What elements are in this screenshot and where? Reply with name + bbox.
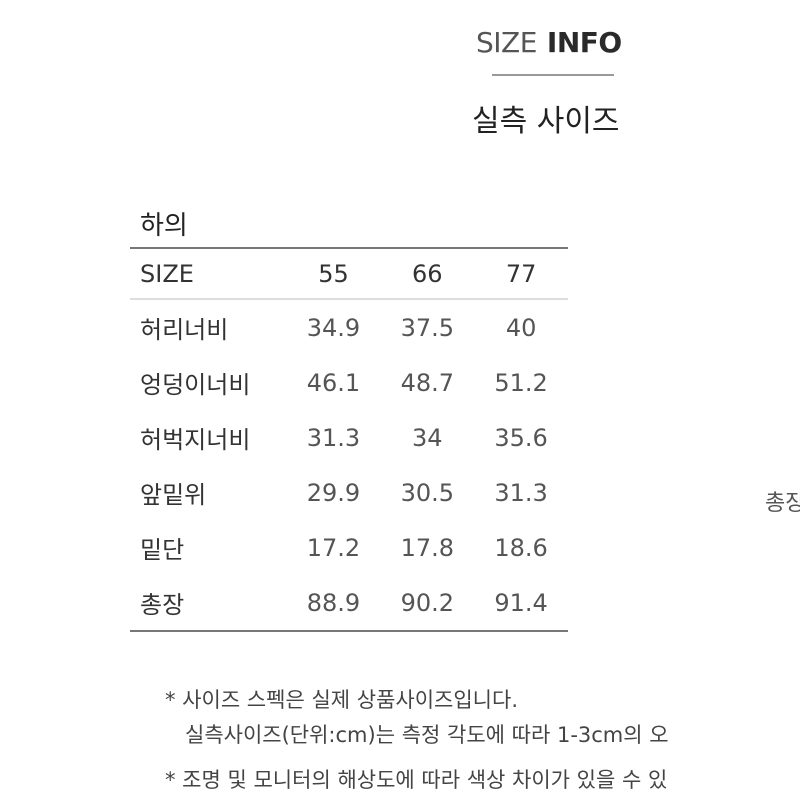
size-table: SIZE 55 66 77 허리너비 34.9 37.5 40 엉덩이너비 46.1 48.… — [130, 247, 568, 632]
cell-value: 48.7 — [400, 368, 455, 397]
row-label: 총장 — [140, 591, 185, 619]
cell-value: 88.9 — [306, 588, 361, 617]
side-label: 총장 — [765, 491, 800, 516]
note: * 사이즈 스펙은 실제 상품사이즈입니다. — [165, 688, 518, 712]
note: * 조명 및 모니터의 해상도에 따라 색상 차이가 있을 수 있 — [165, 768, 668, 792]
title-light: SIZE — [476, 26, 537, 59]
cell-value: 34.9 — [306, 313, 361, 342]
header-cell: SIZE — [140, 259, 194, 288]
cell-value: 46.1 — [306, 368, 361, 397]
row-label: 앞밑위 — [140, 481, 207, 509]
subtitle: 실측 사이즈 — [472, 104, 620, 139]
category-label: 하의 — [140, 211, 188, 241]
cell-value: 17.8 — [400, 533, 455, 562]
header-cell: 55 — [318, 259, 349, 288]
row-label: 허벅지너비 — [140, 426, 251, 454]
table-row: 앞밑위 29.9 30.5 31.3 — [130, 465, 568, 520]
header-cell: 66 — [412, 259, 443, 288]
title-bold: INFO — [546, 26, 622, 59]
cell-value: 18.6 — [494, 533, 548, 562]
table-row: 총장 88.9 90.2 91.4 — [130, 575, 568, 630]
row-label: 허리너비 — [140, 316, 229, 344]
header-cell: 77 — [505, 259, 537, 288]
cell-value: 29.9 — [306, 478, 361, 507]
cell-value: 51.2 — [494, 368, 548, 397]
note: 실측사이즈(단위:cm)는 측정 각도에 따라 1-3cm의 오 — [185, 723, 669, 747]
cell-value: 17.2 — [306, 533, 361, 562]
cell-value: 40 — [505, 313, 537, 342]
table-header-row: SIZE 55 66 77 — [130, 249, 568, 300]
cell-value: 37.5 — [400, 313, 455, 342]
cell-value: 91.4 — [494, 588, 548, 617]
table-row: 밑단 17.2 17.8 18.6 — [130, 520, 568, 575]
cell-value: 31.3 — [494, 478, 548, 507]
row-label: 엉덩이너비 — [140, 371, 251, 399]
cell-value: 31.3 — [306, 423, 361, 452]
table-row: 허리너비 34.9 37.5 40 — [130, 300, 568, 355]
title-divider — [492, 74, 614, 76]
cell-value: 90.2 — [400, 588, 455, 617]
cell-value: 30.5 — [400, 478, 455, 507]
section-title: SIZE INFO — [476, 26, 622, 59]
cell-value: 35.6 — [494, 423, 548, 452]
table-row: 엉덩이너비 46.1 48.7 51.2 — [130, 355, 568, 410]
row-label: 밑단 — [140, 536, 185, 564]
cell-value: 34 — [412, 423, 443, 452]
table-row: 허벅지너비 31.3 34 35.6 — [130, 410, 568, 465]
